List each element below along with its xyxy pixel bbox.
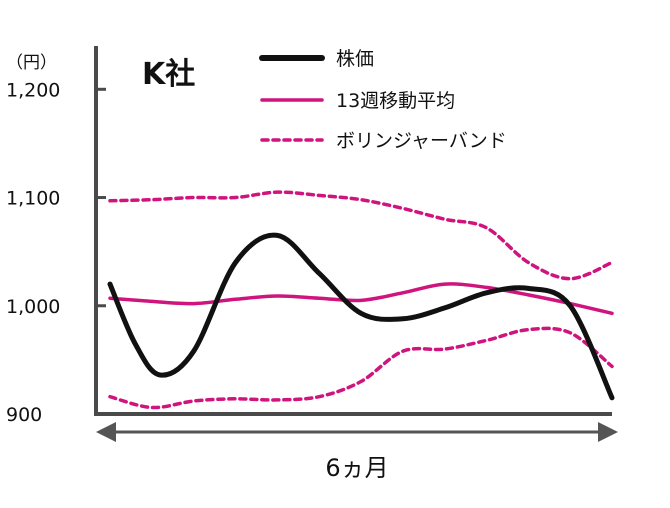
series-line-3 [108,326,614,410]
series-line-0 [107,232,615,401]
x-axis-label: 6ヵ月 [325,454,388,482]
y-tick-label: 1,200 [6,79,60,101]
y-unit-label: （円） [6,53,57,73]
y-tick-label: 900 [6,404,42,426]
series-line-2 [108,190,614,281]
legend-label: 13週移動平均 [336,90,455,112]
chart-title: K社 [142,57,195,92]
x-range-arrow-right [598,422,618,442]
legend-label: 株価 [336,48,374,70]
chart-axes [94,46,612,416]
series-line-1 [108,282,614,316]
x-range-arrow [96,422,618,442]
series-lines [107,190,615,410]
x-range-arrow-left [96,422,116,442]
legend-label: ボリンジャーバンド [336,130,507,152]
y-tick-label: 1,000 [6,296,60,318]
y-tick-label: 1,100 [6,188,60,210]
y-ticks: 1,200 1,100 1,000 900 [6,79,106,426]
